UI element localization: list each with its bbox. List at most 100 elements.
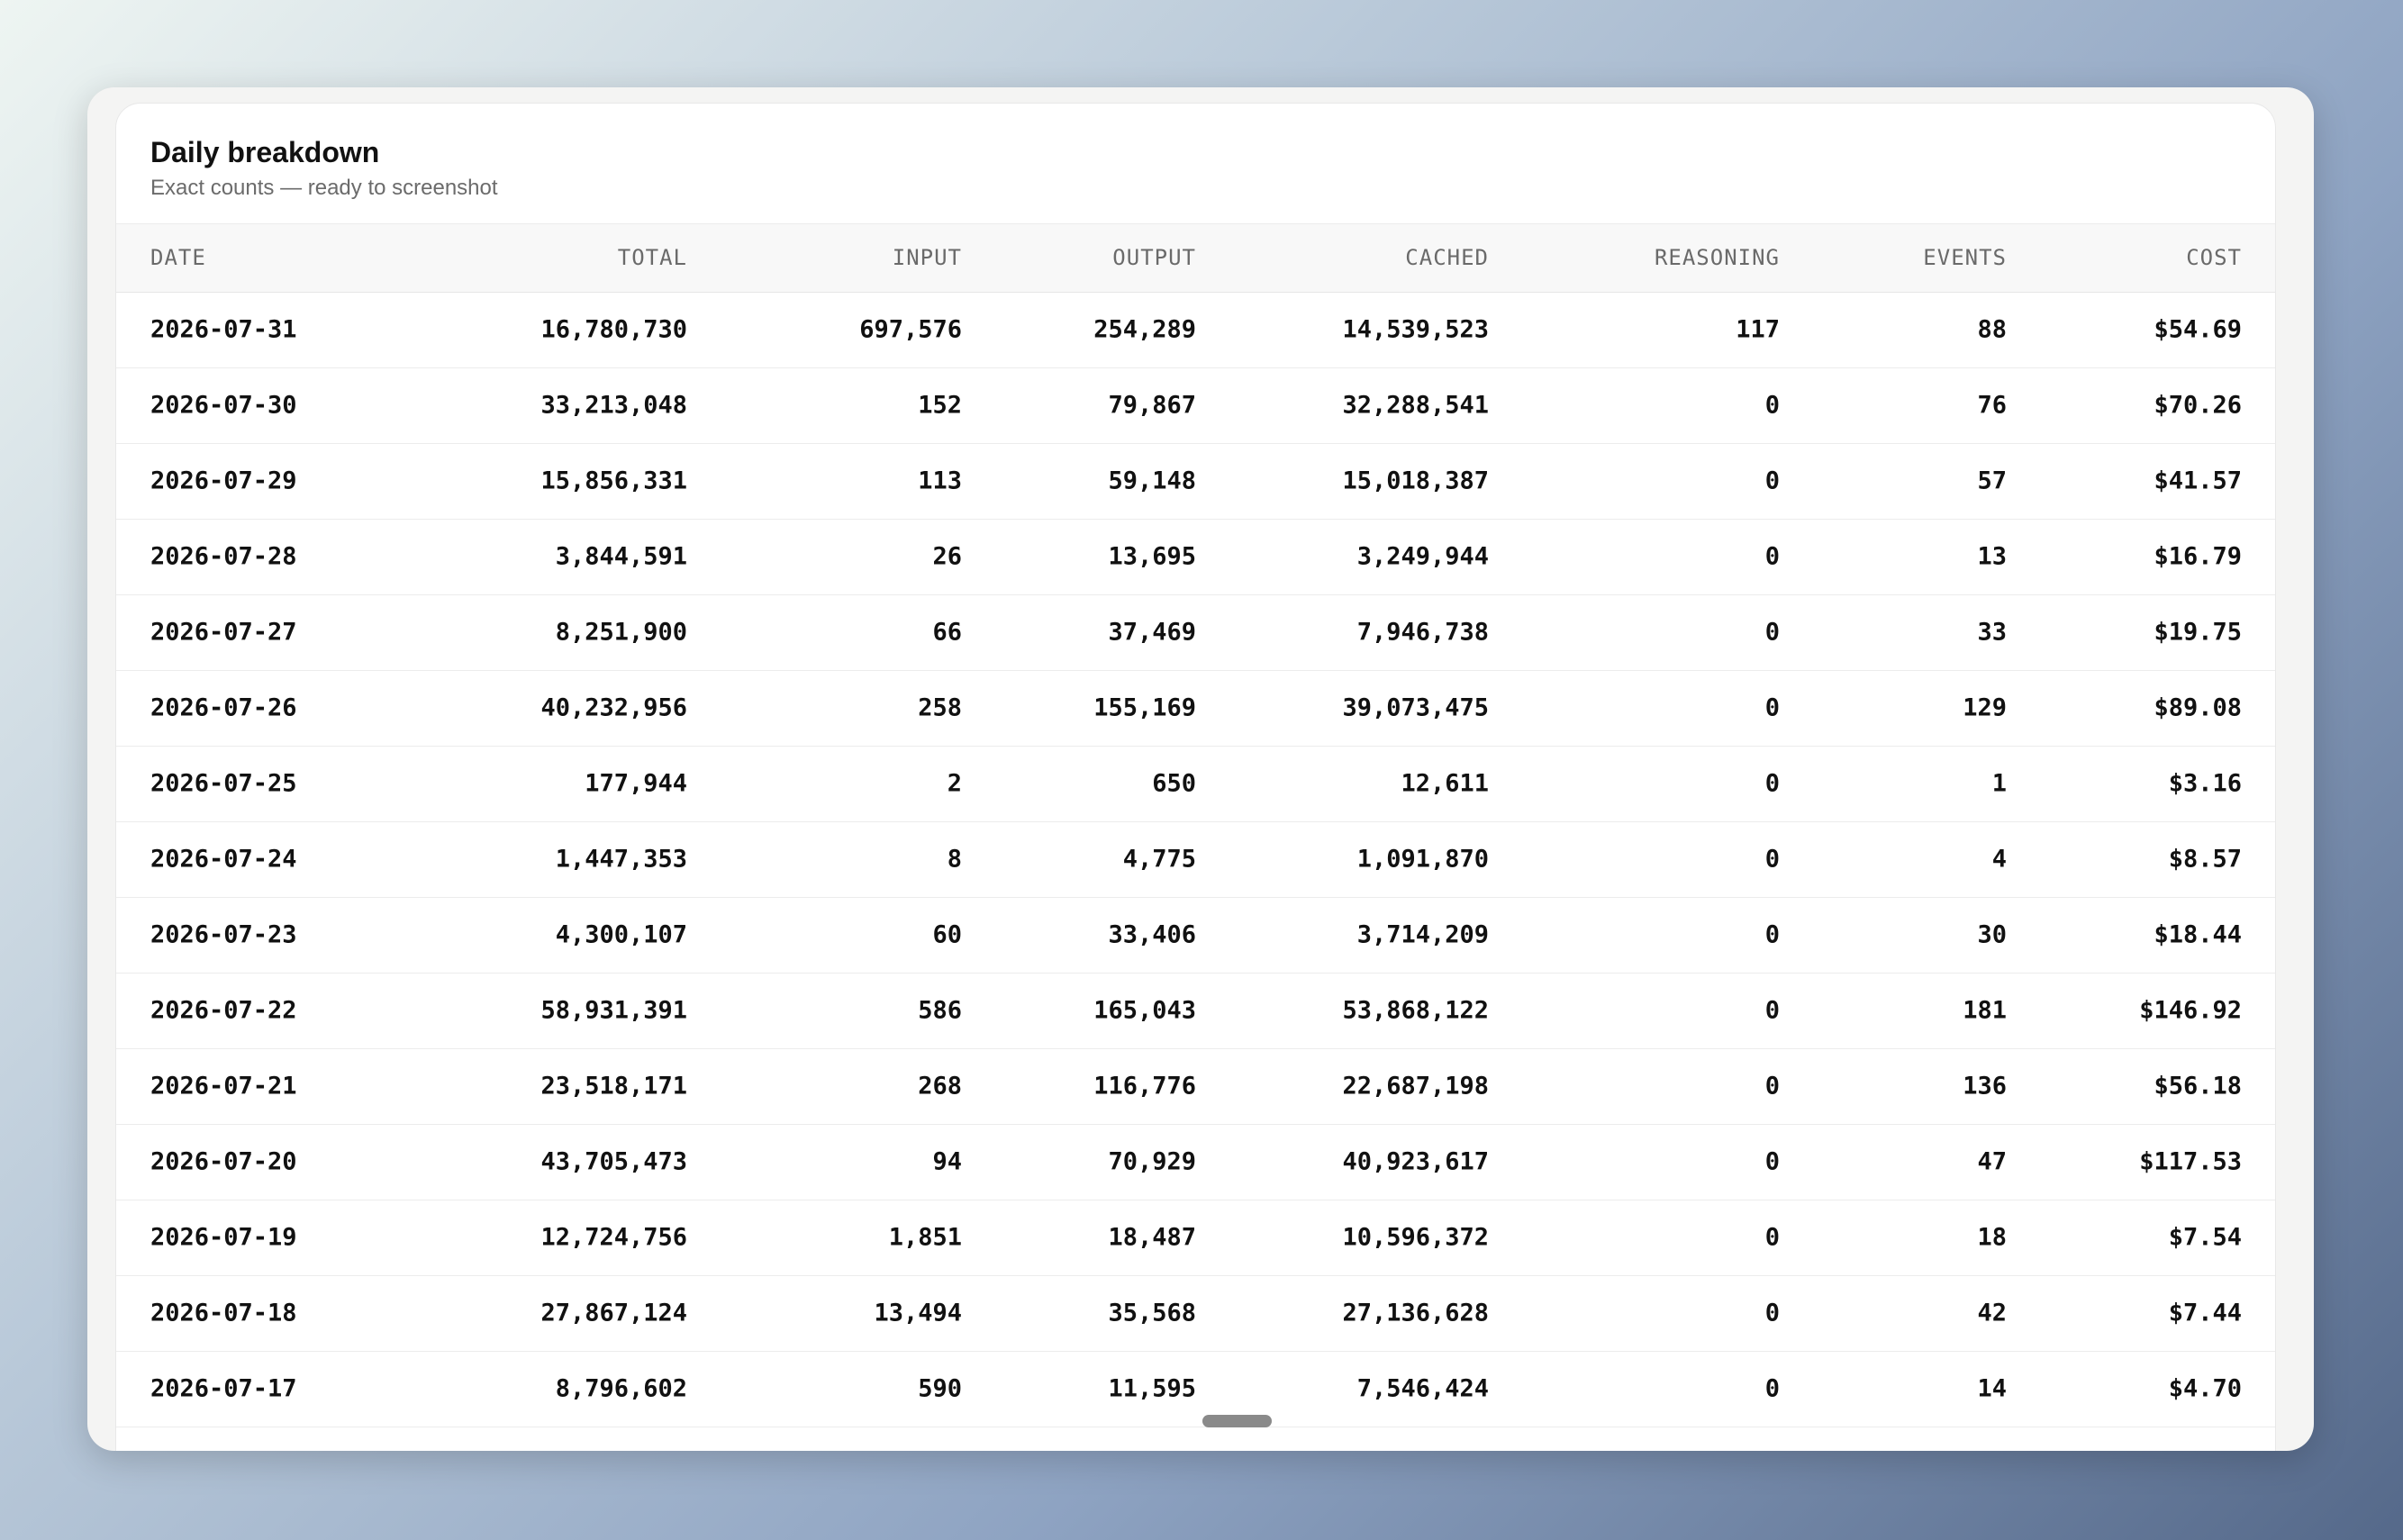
table-cell: 3,844,591: [555, 542, 687, 571]
table-cell: $146.92: [2139, 996, 2242, 1025]
table-cell: $19.75: [2154, 618, 2242, 647]
table-cell: 14: [1977, 1374, 2007, 1403]
table-cell: 0: [1764, 1072, 1780, 1101]
table-row: 2026-07-24 1,447,353 8 4,775 1,091,870 0 4 $8.5…: [116, 821, 2275, 898]
table-cell: 26: [932, 542, 962, 571]
table-cell: $7.44: [2168, 1299, 2242, 1327]
table-cell: 0: [1764, 542, 1780, 571]
table-cell: 37,469: [1108, 618, 1196, 647]
table-cell: 8,796,602: [555, 1374, 687, 1403]
table-cell: 53,868,122: [1342, 996, 1489, 1025]
panel: Daily breakdown Exact counts — ready to …: [115, 103, 2276, 1451]
table-cell: 165,043: [1093, 996, 1196, 1025]
table-cell: 33,213,048: [540, 391, 687, 420]
table-cell: $7.54: [2168, 1223, 2242, 1252]
table-cell: 0: [1764, 1147, 1780, 1176]
table-cell: 12,611: [1401, 769, 1489, 798]
table-cell: 4,775: [1122, 845, 1196, 874]
column-header: INPUT: [892, 245, 962, 270]
column-header: REASONING: [1654, 245, 1780, 270]
table-cell: 58,931,391: [540, 996, 687, 1025]
title: Daily breakdown: [150, 136, 380, 168]
table-cell: $117.53: [2139, 1147, 2242, 1176]
table-row: 2026-07-23 4,300,107 60 33,406 3,714,209 0 30 $…: [116, 897, 2275, 974]
table-cell: 1,447,353: [555, 845, 687, 874]
table-cell: 14,539,523: [1342, 315, 1489, 344]
table-cell: 117: [1736, 315, 1780, 344]
table-row: 2026-07-17 8,796,602 590 11,595 7,546,424 0 14…: [116, 1351, 2275, 1427]
table-cell: 15,018,387: [1342, 467, 1489, 495]
table-cell: 2026-07-24: [150, 845, 297, 874]
table-cell: 27,136,628: [1342, 1299, 1489, 1327]
table-cell: 650: [1152, 769, 1196, 798]
table-cell: 13,695: [1108, 542, 1196, 571]
table-cell: 586: [918, 996, 962, 1025]
table-cell: 94: [932, 1147, 962, 1176]
table-cell: 177,944: [585, 769, 687, 798]
column-header: COST: [2186, 245, 2242, 270]
table-cell: 8: [947, 845, 962, 874]
table-cell: 2026-07-18: [150, 1299, 297, 1327]
table-cell: 88: [1977, 315, 2007, 344]
table-cell: $41.57: [2154, 467, 2242, 495]
column-header: DATE: [150, 245, 206, 270]
table-cell: 30: [1977, 920, 2007, 949]
table-cell: 76: [1977, 391, 2007, 420]
table-cell: 0: [1764, 920, 1780, 949]
table-cell: 0: [1764, 769, 1780, 798]
table-cell: 3,714,209: [1356, 920, 1489, 949]
table-cell: 13: [1977, 542, 2007, 571]
table-cell: 1,091,870: [1356, 845, 1489, 874]
table-cell: 0: [1764, 1299, 1780, 1327]
table-cell: 2026-07-23: [150, 920, 297, 949]
table-cell: 258: [918, 693, 962, 722]
table-cell: 0: [1764, 1223, 1780, 1252]
table-cell: 79,867: [1108, 391, 1196, 420]
table-cell: $18.44: [2154, 920, 2242, 949]
table-cell: 152: [918, 391, 962, 420]
scrollbar-thumb[interactable]: [1202, 1415, 1272, 1427]
table-cell: 116,776: [1093, 1072, 1196, 1101]
table-cell: 0: [1764, 618, 1780, 647]
table-cell: 7,546,424: [1356, 1374, 1489, 1403]
table-cell: 18: [1977, 1223, 2007, 1252]
table-cell: 136: [1963, 1072, 2007, 1101]
table-row: 2026-07-25 177,944 2 650 12,611 0 1 $3.16: [116, 746, 2275, 822]
table-cell: 42: [1977, 1299, 2007, 1327]
column-header: EVENTS: [1923, 245, 2007, 270]
table-cell: 43,705,473: [540, 1147, 687, 1176]
table-cell: 32,288,541: [1342, 391, 1489, 420]
table-cell: 2026-07-26: [150, 693, 297, 722]
table-cell: 2026-07-29: [150, 467, 297, 495]
table-cell: $3.16: [2168, 769, 2242, 798]
table-cell: $16.79: [2154, 542, 2242, 571]
table-cell: 0: [1764, 845, 1780, 874]
table-cell: 697,576: [859, 315, 962, 344]
table-cell: 11,595: [1108, 1374, 1196, 1403]
table-cell: 129: [1963, 693, 2007, 722]
table-cell: 22,687,198: [1342, 1072, 1489, 1101]
table-cell: 0: [1764, 1374, 1780, 1403]
subtitle: Exact counts — ready to screenshot: [150, 176, 498, 200]
table-cell: 268: [918, 1072, 962, 1101]
table-cell: 13,494: [874, 1299, 962, 1327]
table-cell: 7,946,738: [1356, 618, 1489, 647]
table-cell: 2026-07-19: [150, 1223, 297, 1252]
table-cell: 2026-07-28: [150, 542, 297, 571]
table-cell: 0: [1764, 391, 1780, 420]
table-cell: 15,856,331: [540, 467, 687, 495]
table-row: 2026-07-30 33,213,048 152 79,867 32,288,541 0…: [116, 367, 2275, 444]
table-cell: 33: [1977, 618, 2007, 647]
card: Daily breakdown Exact counts — ready to …: [87, 87, 2314, 1451]
table-row: 2026-07-21 23,518,171 268 116,776 22,687,198…: [116, 1048, 2275, 1125]
table-row: 2026-07-26 40,232,956 258 155,169 39,073,475…: [116, 670, 2275, 747]
table-cell: 2026-07-31: [150, 315, 297, 344]
table-cell: 2026-07-22: [150, 996, 297, 1025]
table-row: 2026-07-22 58,931,391 586 165,043 53,868,122…: [116, 973, 2275, 1049]
table-cell: 40,232,956: [540, 693, 687, 722]
table-cell: $8.57: [2168, 845, 2242, 874]
table-cell: $70.26: [2154, 391, 2242, 420]
column-header: OUTPUT: [1112, 245, 1196, 270]
table-cell: 2026-07-21: [150, 1072, 297, 1101]
